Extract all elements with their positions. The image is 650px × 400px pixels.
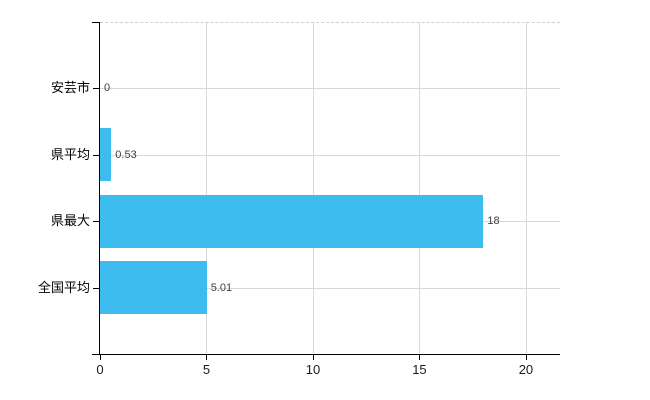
x-axis-tick [206,355,208,360]
gridline-vertical [312,22,314,354]
bar [100,194,484,248]
plot-top-border [100,22,560,23]
x-axis-tick [312,355,314,360]
x-tick-label: 15 [412,362,427,377]
x-tick-label: 5 [202,362,211,377]
value-label: 18 [487,215,500,228]
plot-area: 安芸市 0 県平均 0.53 県最大 18 全国平均 5.01 0 5 10 15 20 [38,22,560,377]
category-label: 安芸市 [50,80,90,96]
y-axis-tick [93,154,99,156]
gridline-horizontal [100,287,560,289]
value-label: 0.53 [115,148,137,161]
y-axis-tick [93,88,99,90]
gridline-vertical [525,22,527,354]
x-axis-tick [419,355,421,360]
y-axis-line [99,22,100,354]
x-axis-tick [525,355,527,360]
value-label: 0 [104,82,111,95]
y-axis-top-tick [92,22,99,23]
category-label: 県最大 [50,213,90,229]
category-label: 県平均 [50,146,90,162]
x-tick-label: 10 [305,362,321,377]
category-label: 全国平均 [37,279,90,295]
gridline-vertical [419,22,421,354]
bar [100,128,112,182]
gridline-horizontal [100,154,560,156]
y-axis-tick [93,287,99,289]
x-tick-label: 0 [96,362,104,377]
gridline-horizontal [100,88,560,90]
x-axis-tick [100,355,101,360]
x-tick-label: 20 [518,362,534,377]
gridline-vertical [206,22,208,354]
x-axis-line [92,354,560,355]
bar [100,261,207,315]
y-axis-tick [93,221,99,223]
value-label: 5.01 [210,281,233,294]
